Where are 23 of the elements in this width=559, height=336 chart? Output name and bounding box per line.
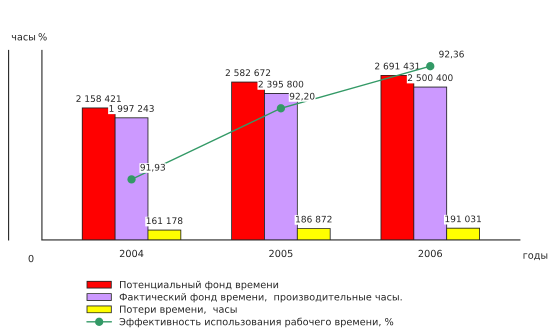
y2-axis-title: % xyxy=(38,33,47,40)
x-axis-title: годы xyxy=(524,253,548,260)
data-label: 2 691 431 xyxy=(375,62,420,70)
data-label: 91,93 xyxy=(140,164,165,172)
data-label: 92,20 xyxy=(290,92,314,101)
y-axis-title: часы xyxy=(12,34,36,40)
data-label: 2 158 421 xyxy=(76,95,121,102)
legend-label: Фактический фонд времени, производительные часы. xyxy=(120,293,402,302)
legend-label: Эффективность использования рабочего времени, % xyxy=(120,318,394,328)
data-label: 2 582 672 xyxy=(226,69,270,76)
data-label: 92,36 xyxy=(439,50,464,58)
data-label: 161 178 xyxy=(146,217,182,224)
legend-label: Потери времени, часы xyxy=(120,306,237,315)
data-label: 186 872 xyxy=(296,216,332,223)
data-label: 2 500 400 xyxy=(408,74,453,82)
x-tick-label: 2005 xyxy=(269,250,292,258)
data-label: 1 997 243 xyxy=(110,105,154,112)
data-label: 191 031 xyxy=(445,215,481,222)
legend-label: Потенциальный фонд времени xyxy=(120,280,278,290)
x-tick-label: 2004 xyxy=(120,250,144,258)
text: 0 xyxy=(28,254,34,262)
x-tick-label: 2006 xyxy=(418,250,442,258)
data-label: 2 395 800 xyxy=(258,80,304,88)
